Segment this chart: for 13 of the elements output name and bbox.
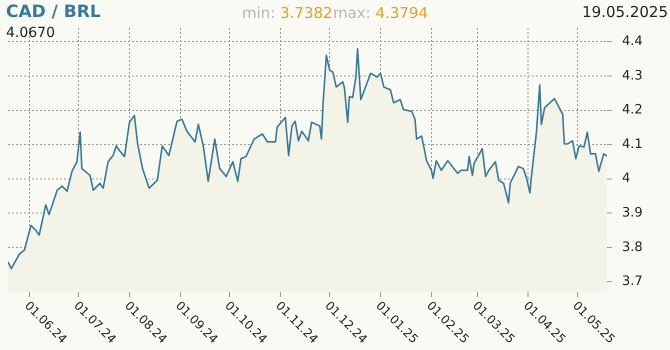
- y-tick-label: 4.1: [622, 136, 643, 152]
- y-tick-label: 4: [622, 171, 630, 186]
- y-tick-label: 3.8: [622, 240, 643, 255]
- text: 19.05.2025: [582, 3, 668, 21]
- text: min: 3.7382: [242, 4, 333, 22]
- annotation: 4.0670: [6, 25, 55, 41]
- y-tick-label: 3.9: [622, 206, 643, 221]
- y-tick-label: 4.4: [622, 34, 643, 50]
- chart-title: CAD / BRL: [6, 2, 101, 22]
- y-tick-label: 3.7: [622, 274, 643, 290]
- y-tick-label: 4.2: [622, 102, 643, 118]
- text: max: 4.3794: [333, 4, 428, 22]
- y-tick-label: 4.3: [622, 68, 643, 84]
